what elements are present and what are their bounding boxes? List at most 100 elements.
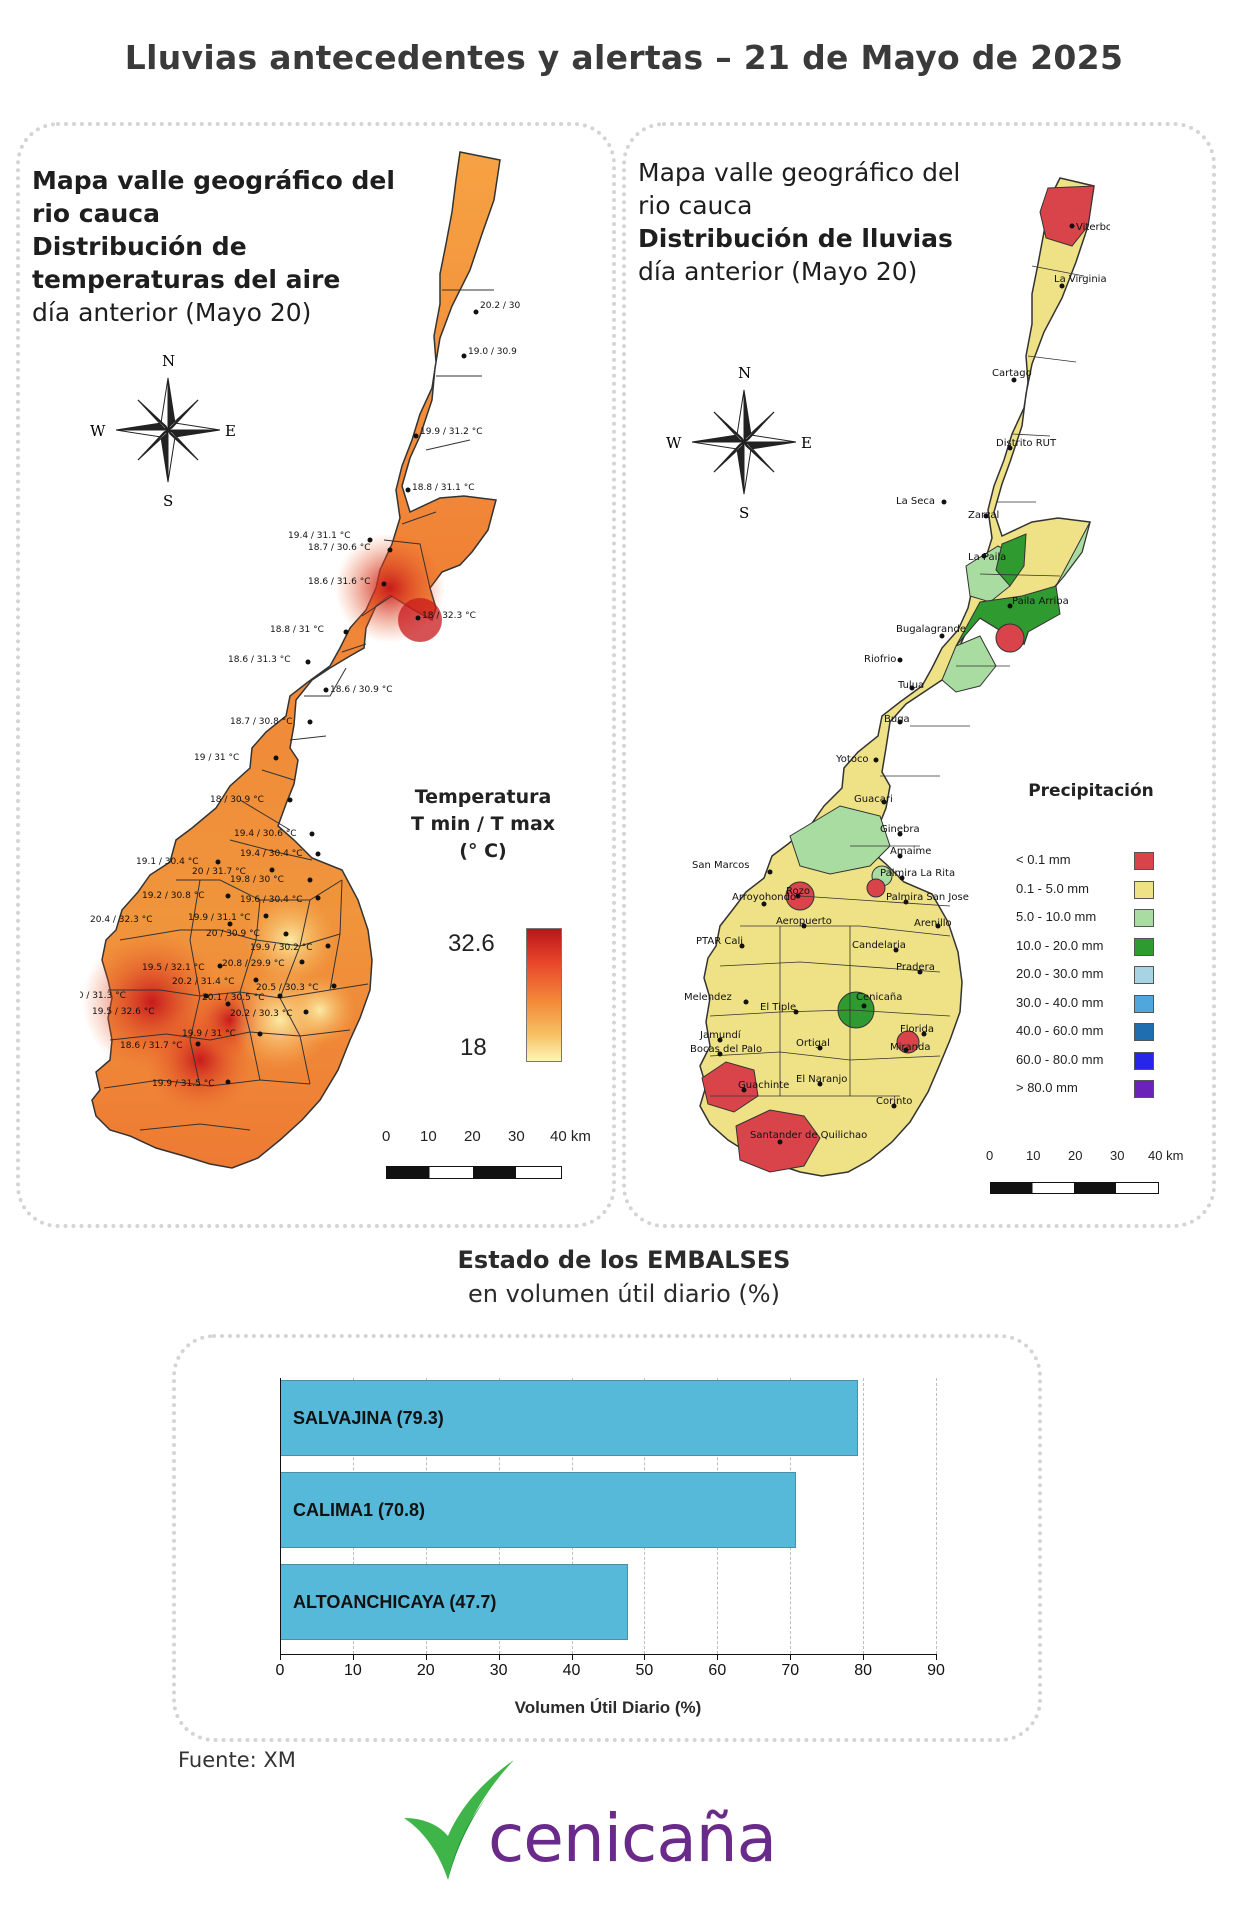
- bar-calima1: CALIMA1 (70.8): [280, 1472, 797, 1548]
- temperature-legend-min: 18: [460, 1034, 487, 1061]
- compass-rose-icon: N S E W: [90, 352, 236, 510]
- svg-text:18.6 / 31.3 °C: 18.6 / 31.3 °C: [228, 655, 290, 665]
- compass-n: N: [738, 364, 751, 382]
- svg-text:Yotoco: Yotoco: [835, 754, 869, 765]
- svg-text:19.1 / 30.4 °C: 19.1 / 30.4 °C: [136, 857, 198, 867]
- svg-text:Palmira San Jose: Palmira San Jose: [886, 892, 969, 903]
- svg-text:19.5 / 32.6 °C: 19.5 / 32.6 °C: [92, 1007, 154, 1017]
- svg-text:20.2 / 30.7 °C: 20.2 / 30.7 °C: [480, 301, 520, 311]
- svg-text:20 / 31.3 °C: 20 / 31.3 °C: [80, 991, 126, 1001]
- svg-text:Rozo: Rozo: [786, 886, 810, 897]
- legend-item: 30.0 - 40.0 mm: [1016, 994, 1176, 1024]
- grid-line: [863, 1378, 865, 1654]
- tick-label: 30: [489, 1662, 508, 1679]
- svg-text:18.6 / 30.9 °C: 18.6 / 30.9 °C: [330, 685, 392, 695]
- rainfall-scale-bar: [990, 1182, 1159, 1194]
- svg-text:Miranda: Miranda: [890, 1042, 930, 1053]
- svg-text:Candelaria: Candelaria: [852, 940, 906, 951]
- y-axis-line: [280, 1378, 281, 1659]
- rainfall-panel-title: Mapa valle geográfico del rio cauca Dist…: [638, 158, 961, 286]
- svg-text:PTAR Cali: PTAR Cali: [696, 936, 743, 947]
- svg-text:Ginebra: Ginebra: [880, 824, 920, 835]
- legend-item: 40.0 - 60.0 mm: [1016, 1023, 1176, 1052]
- svg-text:19.9 / 31.5 °C: 19.9 / 31.5 °C: [152, 1079, 214, 1089]
- legend-item: 5.0 - 10.0 mm: [1016, 909, 1176, 938]
- tick-mark: [571, 1654, 573, 1660]
- reservoirs-subheading: en volumen útil diario (%): [468, 1280, 780, 1308]
- temperature-map: 20.2 / 30.7 °C 19.0 / 30.9 °C 19.9 / 31.…: [80, 151, 520, 1169]
- temperature-legend-max: 32.6: [448, 930, 495, 957]
- svg-text:Pradera: Pradera: [896, 962, 935, 973]
- svg-text:20.8 / 29.9 °C: 20.8 / 29.9 °C: [222, 959, 284, 969]
- chart-bars: SALVAJINA (79.3) CALIMA1 (70.8) ALTOANCHIC…: [280, 1378, 936, 1654]
- svg-text:Amaime: Amaime: [890, 846, 931, 857]
- legend-item: < 0.1 mm: [1016, 852, 1176, 881]
- svg-text:19.9 / 31.2 °C: 19.9 / 31.2 °C: [420, 427, 482, 437]
- temperature-scale-bar: [386, 1166, 562, 1179]
- compass-e: E: [225, 422, 236, 440]
- precipitation-legend: < 0.1 mm 0.1 - 5.0 mm 5.0 - 10.0 mm 10.0…: [1016, 852, 1176, 1109]
- svg-text:Aeropuerto: Aeropuerto: [776, 916, 832, 927]
- compass-w: W: [90, 422, 106, 440]
- svg-text:19.9 / 31.1 °C: 19.9 / 31.1 °C: [188, 913, 250, 923]
- tick-mark: [717, 1654, 719, 1660]
- tick-mark: [352, 1654, 354, 1660]
- svg-text:19.6 / 30.4 °C: 19.6 / 30.4 °C: [240, 895, 302, 905]
- tick-label: 10: [343, 1662, 362, 1679]
- tick-mark: [936, 1654, 937, 1660]
- compass-w: W: [666, 434, 682, 452]
- compass-n: N: [162, 352, 175, 370]
- svg-text:La Virginia: La Virginia: [1054, 274, 1107, 285]
- svg-text:20.4 / 32.3 °C: 20.4 / 32.3 °C: [90, 915, 152, 925]
- svg-text:Paila Arriba: Paila Arriba: [1012, 596, 1069, 607]
- x-axis-ticks: 0 10 20 30 40 50 60 70 80 90: [276, 1654, 945, 1682]
- temperature-panel: [16, 122, 616, 1228]
- bar-salvajina: SALVAJINA (79.3): [280, 1380, 858, 1456]
- tick-label: 50: [635, 1662, 654, 1679]
- reservoirs-panel: [172, 1334, 1042, 1742]
- svg-text:19.2 / 30.8 °C: 19.2 / 30.8 °C: [142, 891, 204, 901]
- svg-text:Florida: Florida: [900, 1024, 934, 1035]
- svg-text:18.6 / 31.7 °C: 18.6 / 31.7 °C: [120, 1041, 182, 1051]
- bar-label: SALVAJINA (79.3): [293, 1407, 444, 1428]
- svg-text:18 / 32.3 °C: 18 / 32.3 °C: [422, 611, 476, 621]
- bar-label: ALTOANCHICAYA (47.7): [293, 1591, 497, 1612]
- x-axis-label: Volumen Útil Diario (%): [514, 1698, 702, 1717]
- legend-item: 20.0 - 30.0 mm: [1016, 966, 1176, 995]
- bar-altoanchicaya: ALTOANCHICAYA (47.7): [280, 1564, 628, 1640]
- svg-text:Ortigal: Ortigal: [796, 1038, 830, 1049]
- legend-item: 60.0 - 80.0 mm: [1016, 1051, 1176, 1081]
- reservoirs-heading: Estado de los EMBALSES: [457, 1246, 791, 1274]
- source-note: Fuente: XM: [178, 1748, 296, 1772]
- compass-s: S: [739, 504, 749, 522]
- compass-rose-icon: N S E W: [666, 364, 812, 522]
- legend-item: 0.1 - 5.0 mm: [1016, 880, 1176, 910]
- tick-label: 80: [854, 1662, 872, 1679]
- rainfall-panel: [622, 122, 1216, 1228]
- reservoir-chart: SALVAJINA (79.3) CALIMA1 (70.8) ALTOANCHIC…: [276, 1378, 945, 1679]
- svg-text:Corinto: Corinto: [876, 1096, 912, 1107]
- temperature-color-ramp: [526, 928, 562, 1062]
- temperature-panel-title: Mapa valle geográfico del rio cauca Dist…: [32, 166, 395, 327]
- svg-text:La Paila: La Paila: [968, 552, 1006, 563]
- svg-text:19.9 / 30.2 °C: 19.9 / 30.2 °C: [250, 943, 312, 953]
- svg-text:Buga: Buga: [884, 714, 910, 725]
- cenicana-logo-text: cenicaña: [488, 1800, 777, 1877]
- svg-text:Bugalagrande: Bugalagrande: [896, 624, 966, 635]
- temperature-scale-labels: 0 10 20 30 40 km: [382, 1128, 591, 1145]
- svg-text:20.1 / 30.5 °C: 20.1 / 30.5 °C: [202, 993, 264, 1003]
- cenicana-logo-icon: [404, 1760, 514, 1880]
- svg-text:Riofrio: Riofrio: [864, 654, 896, 665]
- svg-text:19.4 / 31.1 °C: 19.4 / 31.1 °C: [288, 531, 350, 541]
- tick-mark: [863, 1654, 865, 1660]
- compass-e: E: [801, 434, 812, 452]
- svg-text:20 / 31.7 °C: 20 / 31.7 °C: [192, 867, 246, 877]
- svg-text:Guacari: Guacari: [854, 794, 893, 805]
- svg-text:El Tiple: El Tiple: [760, 1002, 796, 1013]
- tick-mark: [644, 1654, 646, 1660]
- legend-item: 10.0 - 20.0 mm: [1016, 937, 1176, 967]
- svg-text:20.2 / 31.4 °C: 20.2 / 31.4 °C: [172, 977, 234, 987]
- svg-text:20 / 30.9 °C: 20 / 30.9 °C: [206, 929, 260, 939]
- tick-label: 40: [562, 1662, 581, 1679]
- svg-text:Santander de Quilichao: Santander de Quilichao: [750, 1130, 867, 1141]
